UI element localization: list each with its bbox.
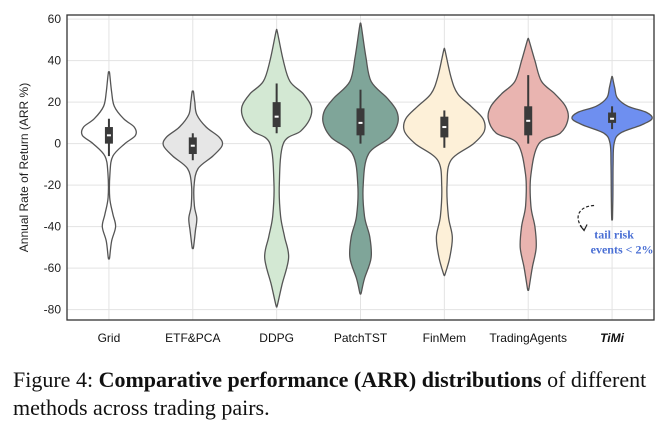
iqr-box bbox=[272, 102, 281, 128]
y-tick-label: 0 bbox=[54, 137, 61, 151]
x-tick-label: TradingAgents bbox=[489, 331, 567, 345]
y-tick-label: 40 bbox=[48, 54, 62, 68]
violin-etf-pca bbox=[162, 90, 224, 250]
y-tick-label: -60 bbox=[44, 261, 62, 275]
y-tick-label: 20 bbox=[48, 95, 62, 109]
plot-frame bbox=[66, 14, 655, 321]
y-tick-label: -40 bbox=[44, 220, 62, 234]
violin-ddpg bbox=[240, 28, 313, 308]
violin-grid bbox=[80, 71, 137, 260]
chart-container: -80 -60 -40 -20 0 20 40 60 Annual Rate of Return… bbox=[17, 12, 655, 345]
annotation-text-line2: events < 2% bbox=[591, 242, 654, 256]
caption-text: of different methods across trading pair… bbox=[13, 367, 647, 420]
x-tick-label: DDPG bbox=[259, 331, 294, 345]
violin-timi bbox=[571, 75, 653, 221]
violin-chart: -80 -60 -40 -20 0 20 40 60 Annual Rate of Return… bbox=[17, 12, 655, 345]
violin-tradingagents bbox=[487, 37, 570, 292]
y-tick-label: -80 bbox=[44, 303, 62, 317]
caption-title: Comparative performance (ARR) distributi… bbox=[98, 367, 542, 392]
y-tick-label: -20 bbox=[44, 178, 62, 192]
y-tick-label: 60 bbox=[48, 12, 62, 26]
x-tick-label: ETF&PCA bbox=[165, 331, 220, 345]
violin-finmem bbox=[402, 47, 486, 277]
iqr-box bbox=[356, 108, 365, 136]
x-tick-label: PatchTST bbox=[334, 331, 388, 345]
x-tick-label: Grid bbox=[98, 331, 121, 345]
iqr-box bbox=[608, 112, 617, 123]
y-axis-label: Annual Rate of Return (ARR %) bbox=[17, 83, 31, 252]
violin-patchtst bbox=[322, 22, 399, 295]
x-tick-label: TiMi bbox=[600, 331, 624, 345]
x-tick-label: FinMem bbox=[423, 331, 466, 345]
caption-label: Figure 4: bbox=[13, 367, 99, 392]
annotation-arrowhead bbox=[579, 224, 588, 232]
figure-caption: Figure 4: Comparative performance (ARR) … bbox=[13, 366, 658, 422]
annotation-text-line1: tail risk bbox=[594, 227, 634, 241]
